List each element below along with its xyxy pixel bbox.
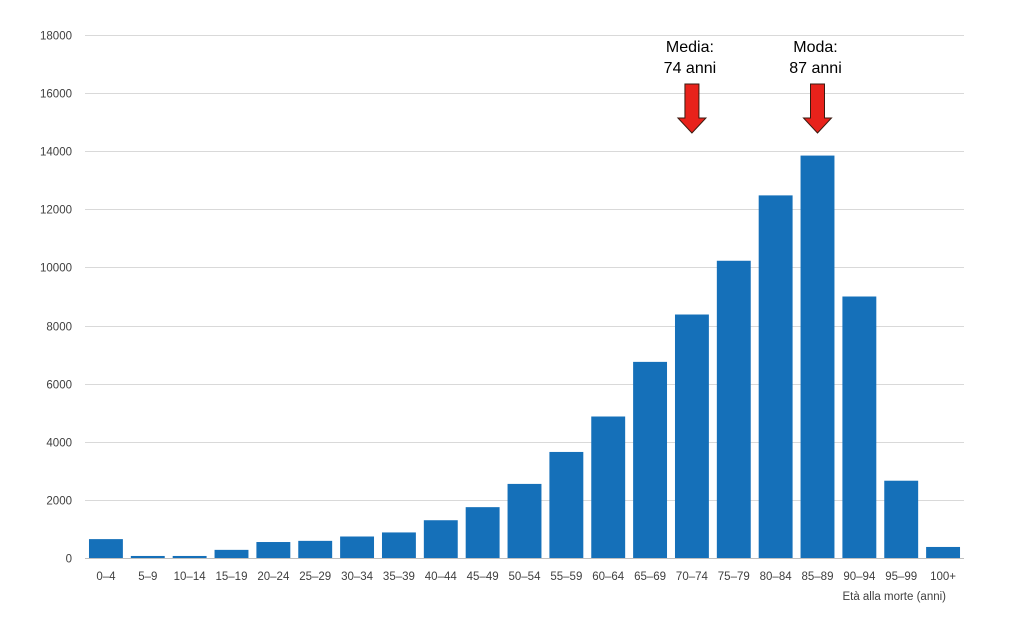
annotation-label: Media: — [666, 39, 714, 56]
x-tick-label: 55–59 — [550, 571, 582, 583]
annotations: Media: 74 anni Moda: 87 anni — [664, 39, 842, 134]
y-tick-label: 16000 — [40, 89, 72, 101]
x-tick-label: 30–34 — [341, 571, 374, 583]
gridlines — [85, 35, 964, 559]
x-axis-title: Età alla morte (anni) — [842, 591, 946, 603]
bar — [800, 155, 835, 558]
y-tick-label: 14000 — [40, 147, 72, 159]
x-tick-label: 100+ — [930, 571, 956, 583]
bar — [633, 361, 668, 558]
bar — [591, 416, 626, 558]
x-tick-label: 20–24 — [257, 571, 290, 583]
x-tick-label: 40–44 — [425, 571, 458, 583]
x-tick-label: 25–29 — [299, 571, 331, 583]
x-tick-label: 10–14 — [174, 571, 207, 583]
bar — [507, 483, 542, 558]
x-tick-label: 5–9 — [138, 571, 157, 583]
bars — [88, 155, 961, 559]
x-axis-ticks: 0–4 5–9 10–14 15–19 20–24 25–29 30–34 35–39 40–4… — [96, 571, 956, 583]
x-tick-label: 95–99 — [885, 571, 917, 583]
x-tick-label: 75–79 — [718, 571, 750, 583]
x-tick-label: 15–19 — [216, 571, 248, 583]
x-tick-label: 70–74 — [676, 571, 709, 583]
bar — [465, 507, 500, 558]
bar — [214, 549, 249, 558]
bar — [423, 520, 458, 558]
x-tick-label: 35–39 — [383, 571, 415, 583]
y-tick-label: 2000 — [46, 496, 72, 508]
bar — [340, 536, 375, 558]
x-tick-label: 85–89 — [802, 571, 834, 583]
y-tick-label: 4000 — [46, 438, 72, 450]
bar — [549, 451, 584, 558]
bar — [884, 480, 919, 558]
bar — [88, 539, 123, 558]
y-tick-label: 12000 — [40, 205, 72, 217]
bar — [716, 260, 751, 558]
annotation: Moda: 87 anni — [789, 39, 842, 134]
x-tick-label: 60–64 — [592, 571, 625, 583]
arrow-down-icon — [676, 83, 708, 134]
y-tick-label: 0 — [66, 554, 72, 566]
annotation: Media: 74 anni — [664, 39, 717, 134]
y-tick-label: 6000 — [46, 380, 72, 392]
bar — [926, 546, 961, 558]
annotation-value: 87 anni — [789, 60, 842, 77]
x-tick-label: 65–69 — [634, 571, 666, 583]
x-tick-label: 50–54 — [509, 571, 542, 583]
bar — [256, 542, 291, 558]
x-tick-label: 90–94 — [843, 571, 876, 583]
y-tick-label: 8000 — [46, 322, 72, 334]
annotation-label: Moda: — [793, 39, 837, 56]
x-tick-label: 45–49 — [467, 571, 499, 583]
bar — [842, 296, 877, 558]
bar — [130, 555, 165, 558]
bar — [381, 532, 416, 558]
y-tick-label: 10000 — [40, 263, 72, 275]
bar — [172, 555, 207, 558]
bar — [298, 540, 333, 558]
x-tick-label: 0–4 — [96, 571, 116, 583]
annotation-value: 74 anni — [664, 60, 717, 77]
bar — [674, 314, 709, 558]
arrow-down-icon — [802, 83, 833, 134]
y-tick-label: 18000 — [40, 31, 72, 43]
x-tick-label: 80–84 — [760, 571, 793, 583]
bar — [758, 195, 793, 559]
y-axis-ticks: 0 2000 4000 6000 8000 10000 12000 14000 16000 180… — [40, 31, 72, 566]
